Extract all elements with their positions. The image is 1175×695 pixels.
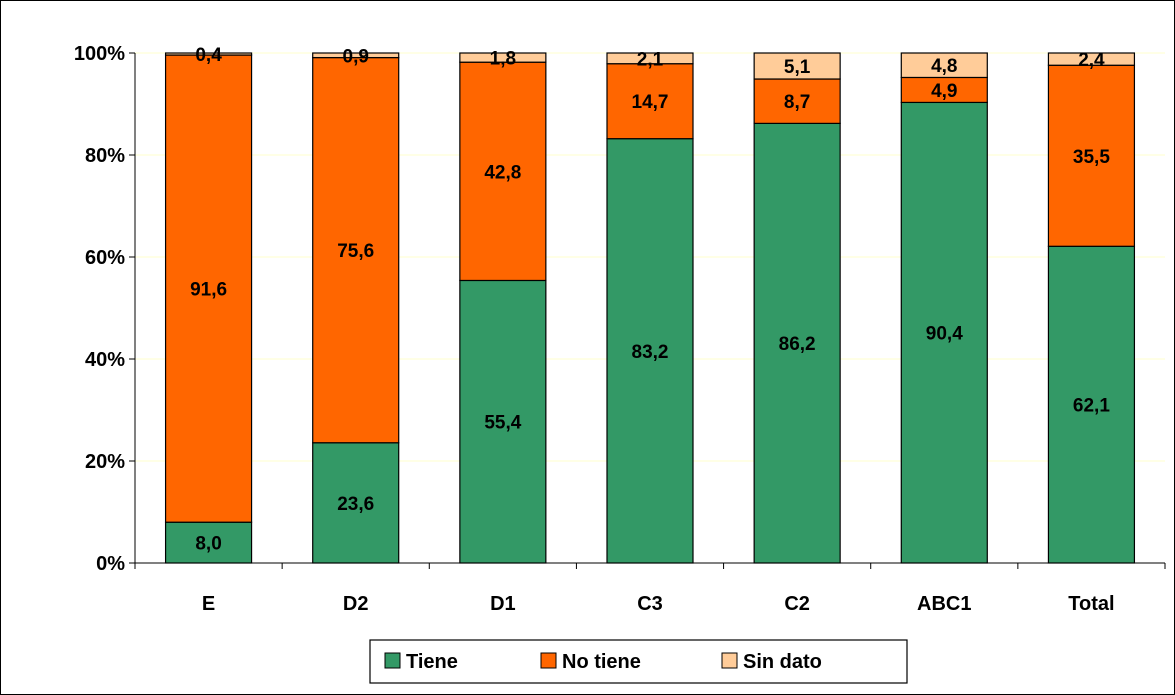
data-label: 35,5 bbox=[1073, 147, 1110, 168]
bar-segment bbox=[312, 56, 400, 444]
legend-swatch bbox=[384, 652, 401, 669]
legend-label: Sin dato bbox=[743, 651, 822, 673]
data-label: 8,0 bbox=[195, 534, 221, 555]
data-label: 83,2 bbox=[632, 342, 669, 363]
x-category-label: E bbox=[202, 593, 215, 615]
data-label: 0,4 bbox=[195, 45, 222, 66]
x-category-label: C3 bbox=[637, 593, 663, 615]
bar-segment bbox=[606, 52, 694, 65]
x-category-label: ABC1 bbox=[917, 593, 971, 615]
legend-label: No tiene bbox=[562, 651, 641, 673]
bar-segment bbox=[1047, 52, 1136, 66]
legend-label: Tiene bbox=[406, 651, 458, 673]
bar-segment bbox=[900, 76, 988, 104]
x-category-label: Total bbox=[1068, 593, 1114, 615]
x-category-label: C2 bbox=[784, 593, 810, 615]
bar-segment bbox=[606, 63, 694, 140]
y-tick-label: 80% bbox=[85, 145, 125, 167]
bar-segment bbox=[312, 442, 400, 564]
bar-segment bbox=[164, 52, 253, 56]
x-category-label: D2 bbox=[343, 593, 369, 615]
bar-segment bbox=[164, 54, 253, 523]
bar-segment bbox=[606, 138, 694, 564]
x-category-label: D1 bbox=[490, 593, 516, 615]
bar-segment bbox=[164, 521, 253, 564]
data-label: 8,7 bbox=[784, 92, 810, 113]
data-label: 0,9 bbox=[343, 46, 369, 67]
data-label: 91,6 bbox=[190, 280, 227, 301]
data-label: 14,7 bbox=[632, 92, 669, 113]
bar-segment bbox=[753, 78, 841, 124]
data-label: 2,4 bbox=[1078, 50, 1105, 71]
legend-swatch bbox=[721, 652, 738, 669]
y-tick-label: 20% bbox=[85, 451, 125, 473]
data-label: 23,6 bbox=[337, 494, 374, 515]
bar-segment bbox=[459, 279, 547, 564]
bar-segment bbox=[459, 52, 547, 63]
y-tick-label: 0% bbox=[96, 553, 125, 575]
y-tick-label: 60% bbox=[85, 247, 125, 269]
bar-segment bbox=[753, 52, 841, 80]
data-label: 86,2 bbox=[779, 334, 816, 355]
legend-swatch bbox=[540, 652, 557, 669]
data-label: 42,8 bbox=[484, 162, 521, 183]
bar-segment bbox=[459, 61, 547, 282]
legend-box bbox=[369, 639, 908, 684]
data-label: 55,4 bbox=[484, 413, 521, 434]
bar-segment bbox=[1047, 245, 1136, 564]
bar-segment bbox=[753, 122, 841, 564]
data-label: 4,8 bbox=[931, 56, 957, 77]
bar-segment bbox=[900, 101, 988, 564]
bar-segment bbox=[312, 52, 400, 59]
data-label: 75,6 bbox=[337, 241, 374, 262]
bar-segment bbox=[1047, 64, 1136, 247]
bar-segment bbox=[900, 52, 988, 79]
y-tick-label: 40% bbox=[85, 349, 125, 371]
data-label: 4,9 bbox=[931, 81, 957, 102]
data-label: 62,1 bbox=[1073, 396, 1110, 417]
data-label: 2,1 bbox=[637, 49, 664, 70]
y-tick-label: 100% bbox=[74, 43, 125, 65]
data-label: 1,8 bbox=[490, 49, 516, 70]
data-label: 90,4 bbox=[926, 324, 963, 345]
data-label: 5,1 bbox=[784, 57, 811, 78]
